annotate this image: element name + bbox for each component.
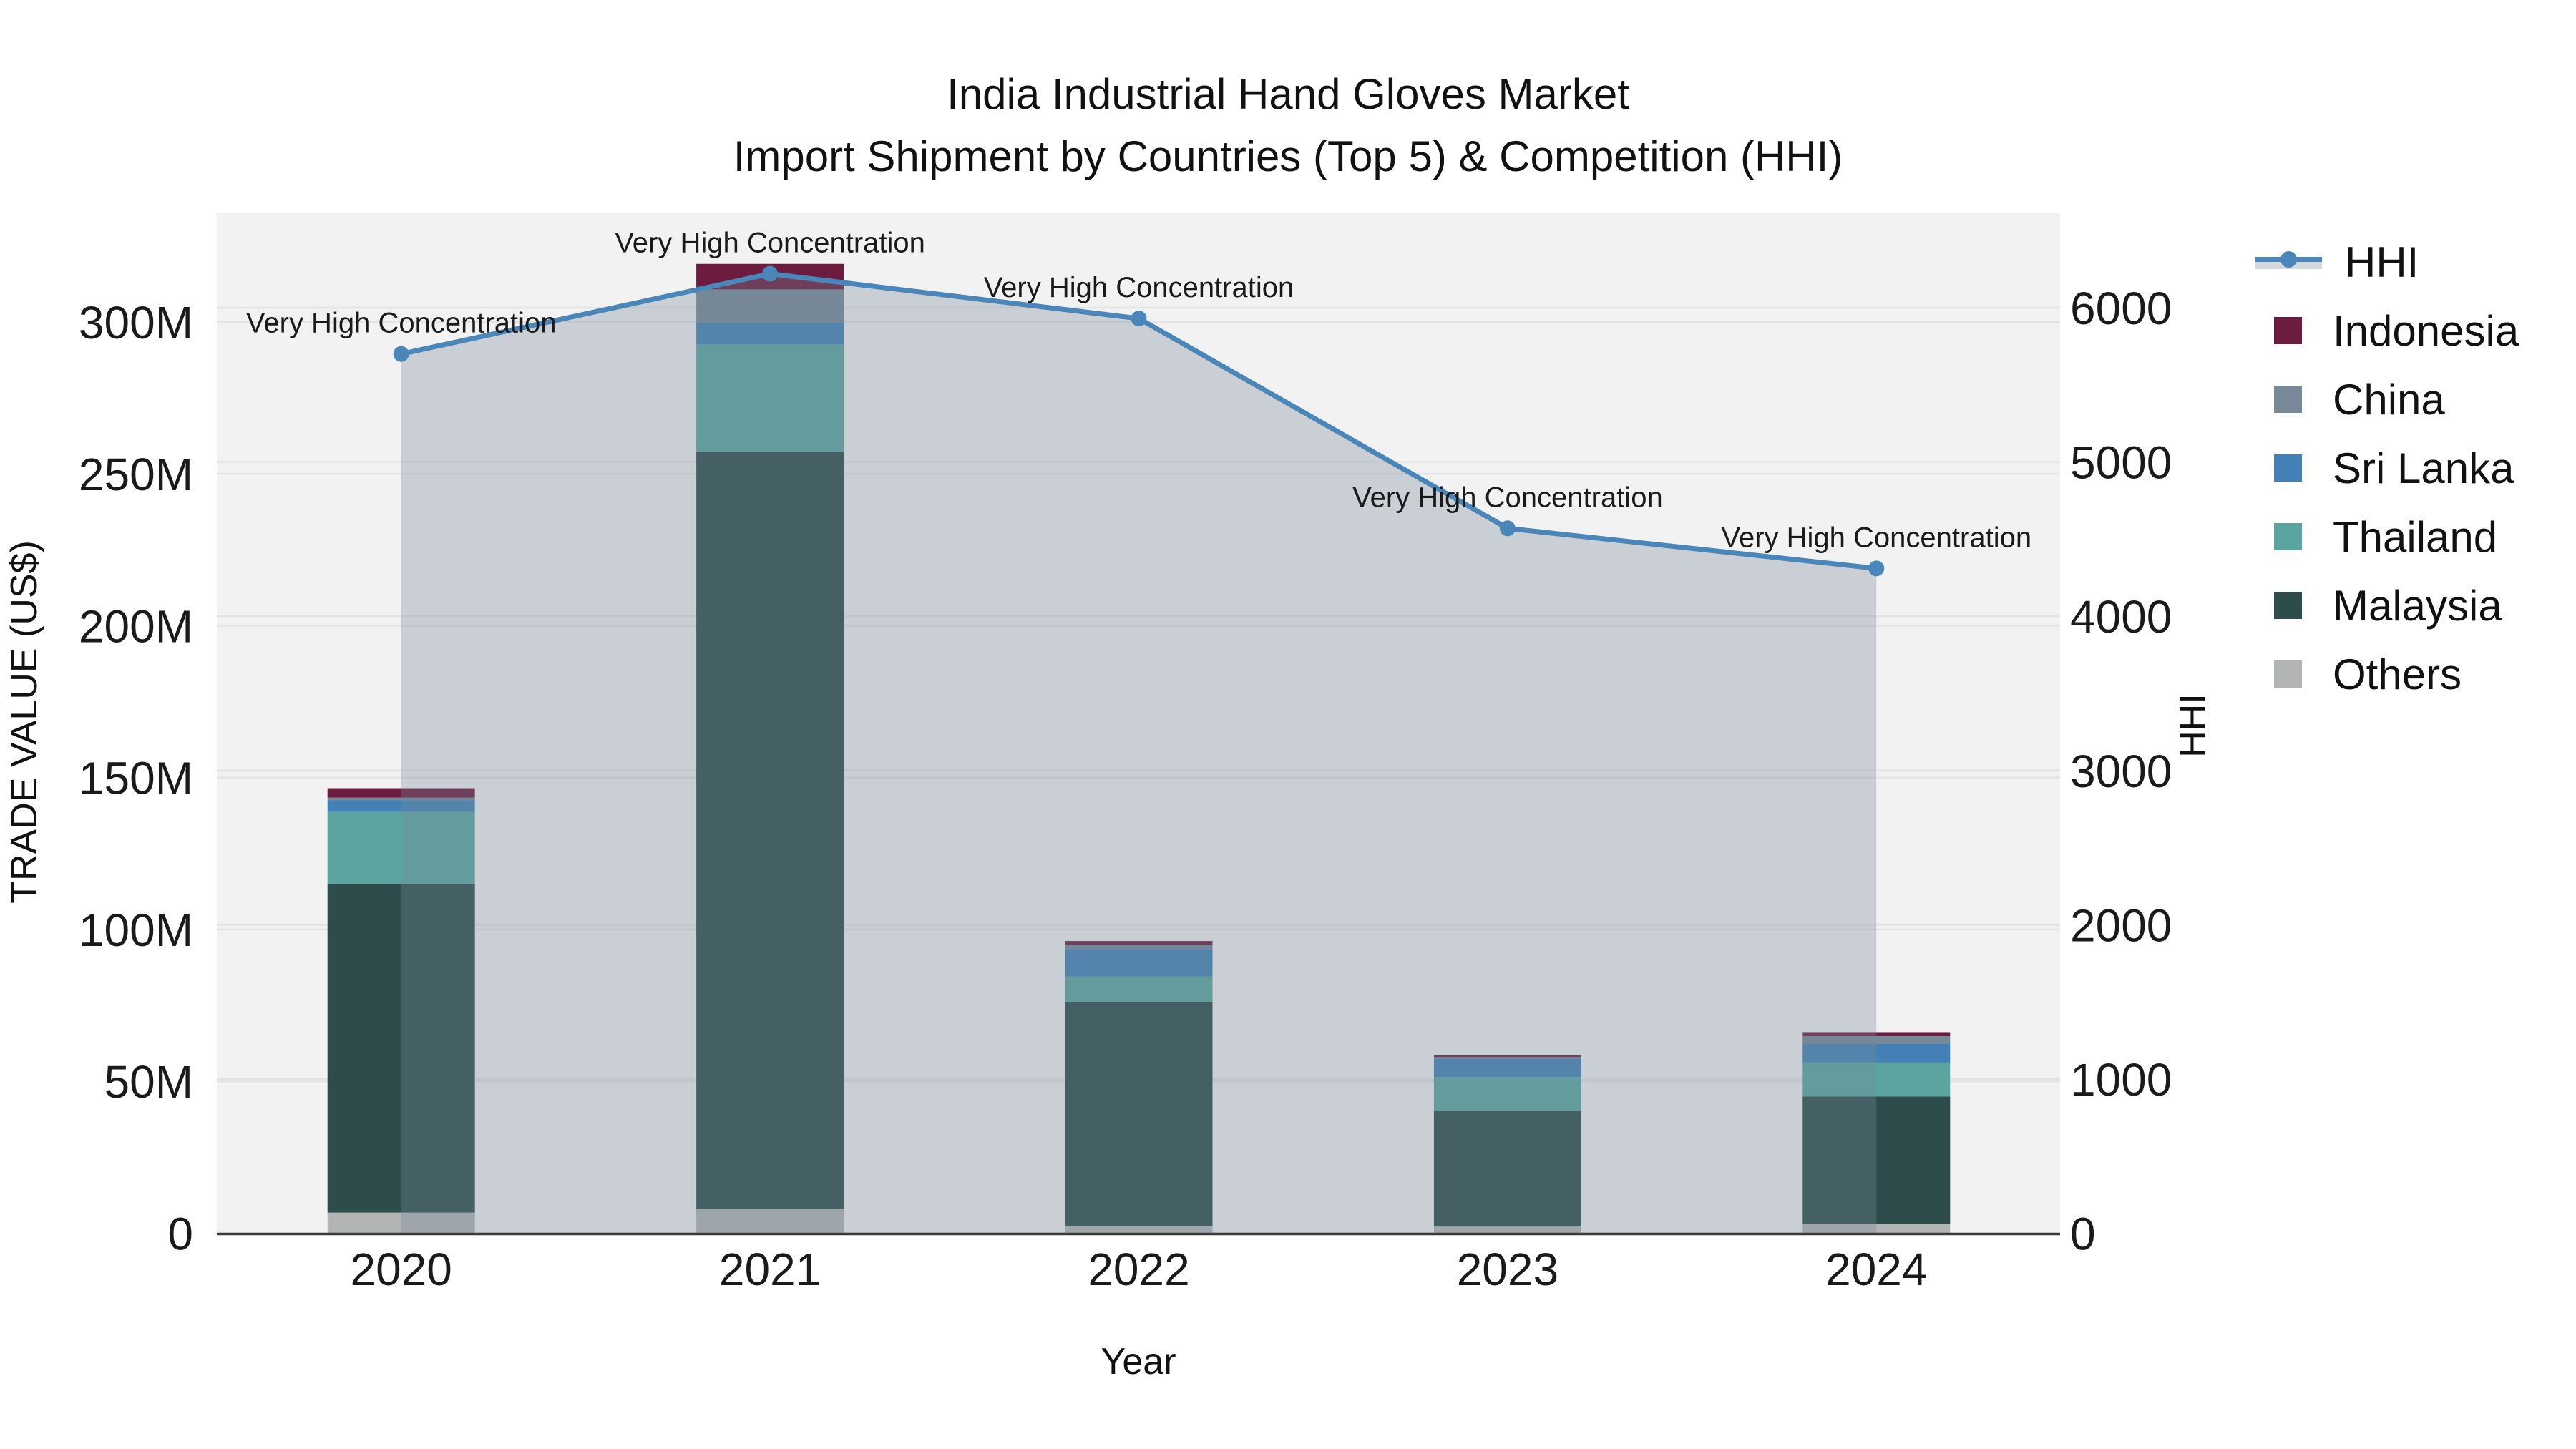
legend-label-indonesia: Indonesia (2333, 306, 2519, 355)
legend-label-china: China (2333, 375, 2445, 424)
hhi-marker-2023 (1499, 520, 1516, 537)
annotation-2020: Very High Concentration (246, 308, 557, 339)
bar-segment-china-2021 (696, 289, 844, 323)
hhi-marker-2024 (1868, 560, 1885, 577)
chart-title-line1: India Industrial Hand Gloves Market (947, 70, 1629, 118)
others-swatch-icon (2274, 660, 2302, 688)
bar-segment-thailand-2023 (1433, 1077, 1581, 1111)
y-axis-label-right: HHI (2172, 693, 2214, 758)
bar-segment-others-2021 (696, 1209, 844, 1234)
hhi-marker-2021 (762, 265, 779, 282)
y-left-tick-label: 250M (79, 449, 193, 500)
legend-item-hhi: HHI (2255, 228, 2519, 296)
legend: HHI Indonesia China Sri Lanka Thailand M… (2255, 228, 2519, 708)
y-right-tick-label: 2000 (2070, 899, 2172, 951)
hhi-marker-2020 (393, 346, 409, 362)
legend-label-sri-lanka: Sri Lanka (2333, 444, 2514, 492)
annotation-2023: Very High Concentration (1352, 482, 1663, 513)
y-right-tick-label: 4000 (2070, 591, 2172, 643)
bar-segment-china-2024 (1802, 1035, 1951, 1045)
y-axis-label-left: TRADE VALUE (US$) (4, 540, 45, 904)
y-right-tick-label: 0 (2070, 1209, 2096, 1260)
bar-segment-malaysia-2024 (1802, 1096, 1951, 1224)
annotation-2021: Very High Concentration (615, 228, 925, 259)
bar-segment-thailand-2022 (1065, 976, 1213, 1002)
y-right-tick-label: 6000 (2070, 283, 2172, 334)
bar-segment-sri-lanka-2020 (327, 800, 475, 812)
bar-segment-malaysia-2021 (696, 452, 844, 1209)
bar-segment-indonesia-2023 (1433, 1055, 1581, 1058)
bar-segment-indonesia-2020 (327, 788, 475, 798)
y-left-tick-label: 0 (167, 1209, 193, 1260)
bar-segment-thailand-2024 (1802, 1062, 1951, 1097)
bar-segment-china-2023 (1433, 1057, 1581, 1059)
bar-segment-sri-lanka-2023 (1433, 1058, 1581, 1078)
bar-segment-malaysia-2022 (1065, 1002, 1213, 1226)
bar-segment-others-2022 (1065, 1226, 1213, 1234)
legend-label-hhi: HHI (2345, 238, 2419, 286)
y-left-tick-label: 150M (79, 753, 193, 804)
bar-segment-thailand-2020 (327, 811, 475, 884)
x-axis-label: Year (1101, 1341, 1176, 1382)
legend-item-china: China (2255, 365, 2519, 434)
x-tick-label-2020: 2020 (351, 1244, 452, 1295)
y-right-tick-label: 5000 (2070, 437, 2172, 489)
annotation-2024: Very High Concentration (1722, 522, 2032, 553)
annotation-2022: Very High Concentration (984, 272, 1294, 303)
bar-segment-indonesia-2022 (1065, 941, 1213, 945)
hhi-area-fill (401, 273, 1877, 1234)
y-left-tick-label: 100M (79, 904, 193, 956)
bar-segment-sri-lanka-2024 (1802, 1044, 1951, 1063)
legend-item-indonesia: Indonesia (2255, 296, 2519, 365)
legend-label-thailand: Thailand (2333, 512, 2498, 561)
bar-segment-indonesia-2024 (1802, 1032, 1951, 1036)
bar-segment-malaysia-2020 (327, 884, 475, 1213)
bar-segment-malaysia-2023 (1433, 1111, 1581, 1227)
bar-segment-china-2020 (327, 797, 475, 801)
bar-segment-others-2020 (327, 1212, 475, 1234)
y-left-tick-label: 200M (79, 600, 193, 652)
x-tick-label-2023: 2023 (1457, 1244, 1558, 1295)
legend-item-others: Others (2255, 640, 2519, 708)
malaysia-swatch-icon (2274, 592, 2302, 619)
legend-item-thailand: Thailand (2255, 502, 2519, 571)
bar-segment-others-2023 (1433, 1226, 1581, 1234)
bar-segment-others-2024 (1802, 1224, 1951, 1234)
legend-label-others: Others (2333, 650, 2462, 698)
thailand-swatch-icon (2274, 523, 2302, 550)
chart-title-line2: Import Shipment by Countries (Top 5) & C… (733, 132, 1843, 180)
hhi-marker-2022 (1131, 311, 1147, 327)
bar-segment-sri-lanka-2022 (1065, 949, 1213, 977)
legend-item-sri-lanka: Sri Lanka (2255, 434, 2519, 502)
bar-segment-thailand-2021 (696, 344, 844, 452)
x-tick-label-2024: 2024 (1825, 1244, 1927, 1295)
legend-label-malaysia: Malaysia (2333, 581, 2502, 630)
sri-lanka-swatch-icon (2274, 454, 2302, 482)
bar-segment-china-2022 (1065, 945, 1213, 950)
chart-title: India Industrial Hand Gloves Market Impo… (0, 63, 2576, 187)
y-left-tick-label: 300M (79, 297, 193, 348)
x-tick-label-2022: 2022 (1088, 1244, 1189, 1295)
legend-item-malaysia: Malaysia (2255, 571, 2519, 640)
y-right-tick-label: 1000 (2070, 1054, 2172, 1106)
y-right-tick-label: 3000 (2070, 746, 2172, 797)
hhi-line-icon (2255, 248, 2322, 275)
indonesia-swatch-icon (2274, 317, 2302, 344)
y-left-tick-label: 50M (104, 1056, 194, 1108)
bar-segment-sri-lanka-2021 (696, 323, 844, 345)
x-tick-label-2021: 2021 (719, 1244, 821, 1295)
china-swatch-icon (2274, 386, 2302, 413)
